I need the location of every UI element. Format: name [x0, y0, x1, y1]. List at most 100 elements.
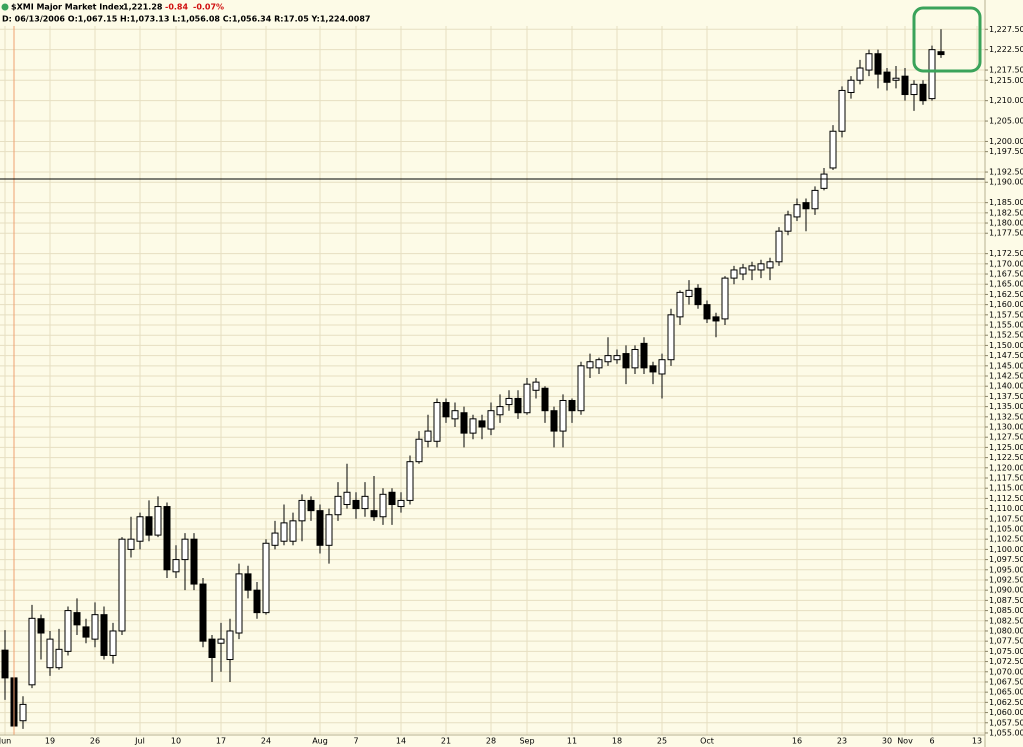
candle-body: [541, 387, 549, 412]
x-tick-label: 30: [882, 737, 892, 746]
x-tick-label: 17: [216, 737, 226, 746]
y-tick-label: 1,185.00: [989, 198, 1023, 207]
candle-body: [784, 214, 792, 232]
y-tick-label: 1,222.50: [989, 45, 1023, 54]
candle-body: [550, 410, 558, 432]
candle-body: [64, 610, 72, 652]
y-tick-label: 1,167.50: [989, 270, 1023, 279]
y-tick-label: 1,057.50: [989, 718, 1023, 727]
price-change: -0.84: [165, 3, 188, 12]
candle-body: [703, 304, 711, 320]
candle-body: [496, 406, 504, 416]
candle-body: [685, 289, 693, 297]
candle-body: [604, 355, 612, 363]
y-tick-label: 1,075.00: [989, 647, 1023, 656]
candle-body: [208, 638, 216, 658]
candle-body: [379, 493, 387, 518]
candle-body: [316, 510, 324, 546]
y-tick-label: 1,085.00: [989, 606, 1023, 615]
candle-body: [910, 83, 918, 96]
y-tick-label: 1,130.00: [989, 423, 1023, 432]
x-tick-label: 23: [837, 737, 847, 746]
y-tick-label: 1,192.50: [989, 168, 1023, 177]
symbol-icon: [1, 3, 9, 11]
candle-body: [118, 538, 126, 632]
x-tick-label: 10: [171, 737, 181, 746]
candle-body: [172, 559, 180, 573]
candle-body: [136, 516, 144, 542]
x-tick-label: Oct: [700, 737, 714, 746]
candle-body: [766, 261, 774, 269]
x-tick-label: Sep: [519, 737, 534, 746]
candle-body: [865, 53, 873, 71]
y-tick-label: 1,065.00: [989, 688, 1023, 697]
candle-body: [370, 510, 378, 518]
y-tick-label: 1,215.00: [989, 76, 1023, 85]
x-tick-label: Jul: [134, 737, 145, 746]
candle-body: [775, 230, 783, 263]
y-tick-label: 1,060.00: [989, 708, 1023, 717]
y-tick-label: 1,200.00: [989, 137, 1023, 146]
x-tick-label: 16: [792, 737, 802, 746]
y-tick-label: 1,180.00: [989, 219, 1023, 228]
x-tick-label: 18: [612, 737, 622, 746]
y-tick-label: 1,115.00: [989, 484, 1023, 493]
candle-body: [694, 287, 702, 306]
candle-body: [388, 491, 396, 506]
x-tick-label: 21: [441, 737, 451, 746]
candle-body: [739, 267, 747, 275]
y-tick-label: 1,162.50: [989, 290, 1023, 299]
y-tick-label: 1,170.00: [989, 259, 1023, 268]
y-tick-label: 1,072.50: [989, 657, 1023, 666]
candle-body: [469, 418, 477, 434]
candle-body: [28, 617, 36, 686]
highlight-annotation: [912, 6, 982, 73]
candle-body: [217, 638, 225, 644]
candle-body: [505, 397, 513, 406]
candle-body: [1, 649, 9, 679]
candle-body: [928, 49, 936, 100]
candle-body: [901, 75, 909, 96]
candle-body: [523, 383, 531, 414]
x-tick-label: 6: [929, 737, 934, 746]
y-tick-label: 1,135.00: [989, 402, 1023, 411]
y-tick-label: 1,110.00: [989, 504, 1023, 513]
candle-body: [397, 499, 405, 508]
candle-body: [730, 269, 738, 279]
candle-body: [298, 499, 306, 522]
candle-body: [793, 204, 801, 218]
candle-body: [802, 202, 810, 210]
y-tick-label: 1,137.50: [989, 392, 1023, 401]
x-tick-label: 13: [972, 737, 982, 746]
candle-body: [478, 420, 486, 428]
y-tick-label: 1,197.50: [989, 147, 1023, 156]
candle-body: [433, 402, 441, 442]
candle-body: [280, 522, 288, 542]
y-tick-label: 1,140.00: [989, 382, 1023, 391]
candle-body: [109, 630, 117, 656]
y-tick-label: 1,102.50: [989, 535, 1023, 544]
y-tick-label: 1,112.50: [989, 494, 1023, 503]
y-tick-label: 1,100.00: [989, 545, 1023, 554]
candle-body: [676, 291, 684, 318]
candle-body: [568, 399, 576, 412]
y-tick-label: 1,087.50: [989, 596, 1023, 605]
candle-body: [838, 89, 846, 132]
candle-body: [325, 514, 333, 546]
candle-body: [667, 314, 675, 361]
candle-body: [586, 361, 594, 369]
candle-body: [622, 353, 630, 369]
x-tick-label: Aug: [312, 737, 328, 746]
candle-body: [37, 618, 45, 634]
candle-body: [343, 491, 351, 506]
candle-body: [649, 365, 657, 373]
y-tick-label: 1,190.00: [989, 178, 1023, 187]
x-tick-label: 28: [486, 737, 496, 746]
candle-body: [424, 430, 432, 442]
candle-body: [82, 626, 90, 638]
y-tick-label: 1,160.00: [989, 300, 1023, 309]
candle-body: [487, 410, 495, 430]
y-tick-label: 1,155.00: [989, 321, 1023, 330]
candle-body: [55, 648, 63, 669]
candle-body: [262, 542, 270, 614]
